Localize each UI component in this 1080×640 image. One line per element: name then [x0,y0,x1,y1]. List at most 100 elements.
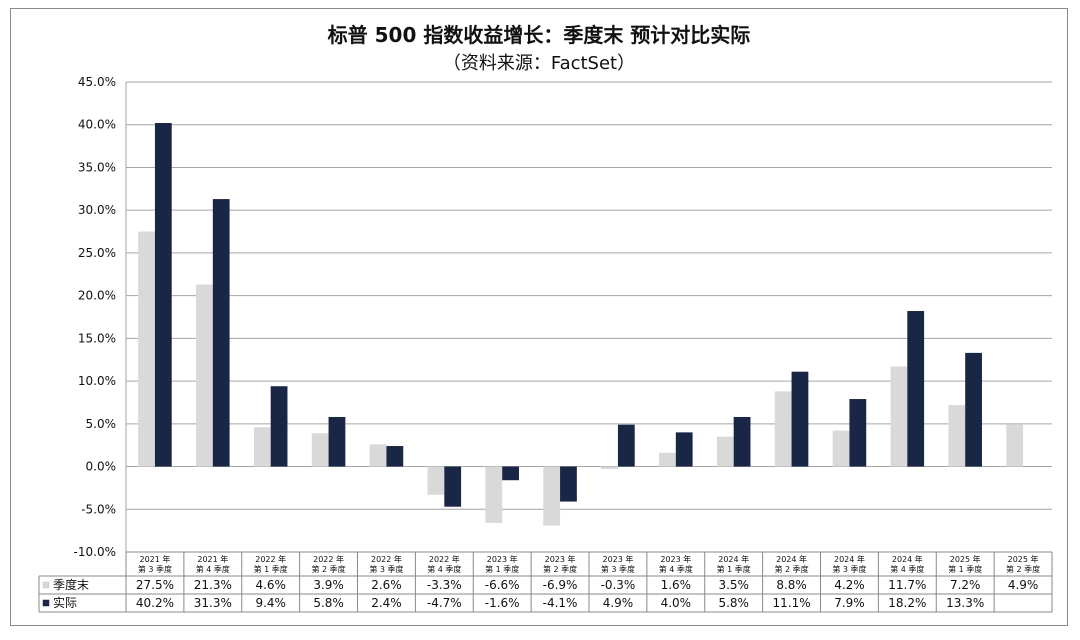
category-label-quarter: 第 3 季度 [138,564,172,574]
bar-actual [444,466,462,507]
category-label-year: 2022 年 [371,554,402,564]
category-label-quarter: 第 2 季度 [543,564,577,574]
category-label-year: 2024 年 [718,554,749,564]
category-label-year: 2025 年 [950,554,981,564]
bar-quarter-end [369,444,387,467]
y-tick-label: 15.0% [78,331,116,345]
data-table-value: 11.7% [888,578,926,592]
data-table-value: 3.9% [313,578,344,592]
bar-quarter-end [601,466,618,470]
category-label-quarter: 第 2 季度 [774,564,808,574]
bar-quarter-end [427,466,445,495]
bar-actual [154,123,172,467]
bar-actual [560,466,577,502]
category-label-year: 2023 年 [602,554,633,564]
data-table-value: 27.5% [136,578,174,592]
category-label-quarter: 第 1 季度 [717,564,751,574]
bar-quarter-end [890,366,908,467]
bar-actual [502,466,519,481]
y-tick-label: 20.0% [78,289,116,303]
bar-actual [270,386,288,467]
bar-quarter-end [659,452,676,467]
y-tick-label: 40.0% [78,118,116,132]
data-table-value: 5.8% [718,596,749,610]
category-label-quarter: 第 4 季度 [659,564,693,574]
bar-quarter-end [196,284,213,467]
data-table-value: 31.3% [194,596,232,610]
bar-quarter-end [138,231,155,467]
data-table-value: 4.6% [255,578,286,592]
category-label-year: 2024 年 [776,554,807,564]
category-label-year: 2022 年 [313,554,344,564]
bar-chart: 45.0% 40.0% 35.0% 30.0% 25.0% 20.0% 15.0% 10.0%… [38,75,1053,613]
bar-actual [849,399,867,467]
bar-actual [386,446,404,467]
bar-actual [791,371,809,467]
y-tick-label: -5.0% [81,502,116,516]
bar-quarter-end [948,405,966,467]
data-table-value: 9.4% [255,596,286,610]
data-table-value: 4.2% [834,578,865,592]
category-label-quarter: 第 3 季度 [369,564,403,574]
bar-quarter-end [253,427,271,467]
data-table-value: -1.6% [485,596,520,610]
data-table-value: 2.4% [371,596,402,610]
bar-quarter-end [716,436,734,467]
category-label-quarter: 第 1 季度 [254,564,288,574]
data-table-value: 2.6% [371,578,402,592]
y-tick-label: 30.0% [78,203,116,217]
bar-quarter-end [774,391,792,467]
category-label-year: 2024 年 [834,554,865,564]
category-label-year: 2023 年 [487,554,518,564]
data-table-value: -4.7% [427,596,462,610]
y-tick-label: 45.0% [78,75,116,89]
data-table-value: -0.3% [601,578,636,592]
data-table-value: 3.5% [718,578,749,592]
legend-label: 季度末 [53,577,89,592]
y-tick-label: 25.0% [78,246,116,260]
bar-actual [907,311,925,467]
data-table-value: 5.8% [313,596,344,610]
y-tick-label: 10.0% [78,374,116,388]
y-tick-label: 0.0% [86,460,117,474]
data-table-value: 4.9% [603,596,634,610]
data-table-value: 7.2% [950,578,981,592]
data-table-value: 11.1% [773,596,811,610]
y-tick-label: 5.0% [86,417,117,431]
data-table-value: 4.9% [1008,578,1039,592]
bar-actual [733,416,751,467]
bar-actual [965,352,982,467]
data-table-value: 18.2% [888,596,926,610]
data-table-value: -3.3% [427,578,462,592]
data-table-value: -6.6% [485,578,520,592]
bar-quarter-end [311,433,329,467]
data-table-value: 7.9% [834,596,865,610]
bar-actual [617,424,635,467]
bar-actual [328,416,346,467]
category-label-year: 2021 年 [139,554,170,564]
category-label-quarter: 第 2 季度 [1006,564,1040,574]
category-label-year: 2024 年 [892,554,923,564]
category-label-year: 2022 年 [429,554,460,564]
category-label-quarter: 第 4 季度 [196,564,230,574]
category-label-year: 2023 年 [545,554,576,564]
data-table-value: 1.6% [661,578,692,592]
category-label-year: 2021 年 [197,554,228,564]
category-label-quarter: 第 3 季度 [832,564,866,574]
chart-title: 标普 500 指数收益增长：季度末 预计对比实际 [327,23,751,47]
category-label-quarter: 第 3 季度 [601,564,635,574]
bar-quarter-end [543,466,561,526]
data-table-value: 8.8% [776,578,807,592]
category-label-quarter: 第 4 季度 [890,564,924,574]
legend-label: 实际 [53,595,77,610]
data-table-value: 40.2% [136,596,174,610]
bar-quarter-end [485,466,503,523]
category-label-year: 2022 年 [255,554,286,564]
category-label-quarter: 第 4 季度 [427,564,461,574]
legend-key [42,581,50,589]
y-tick-label: 35.0% [78,160,116,174]
data-table-value: 21.3% [194,578,232,592]
data-table-value: -4.1% [543,596,578,610]
y-tick-label: -10.0% [74,545,116,559]
chart-subtitle: （资料来源：FactSet） [442,53,636,74]
